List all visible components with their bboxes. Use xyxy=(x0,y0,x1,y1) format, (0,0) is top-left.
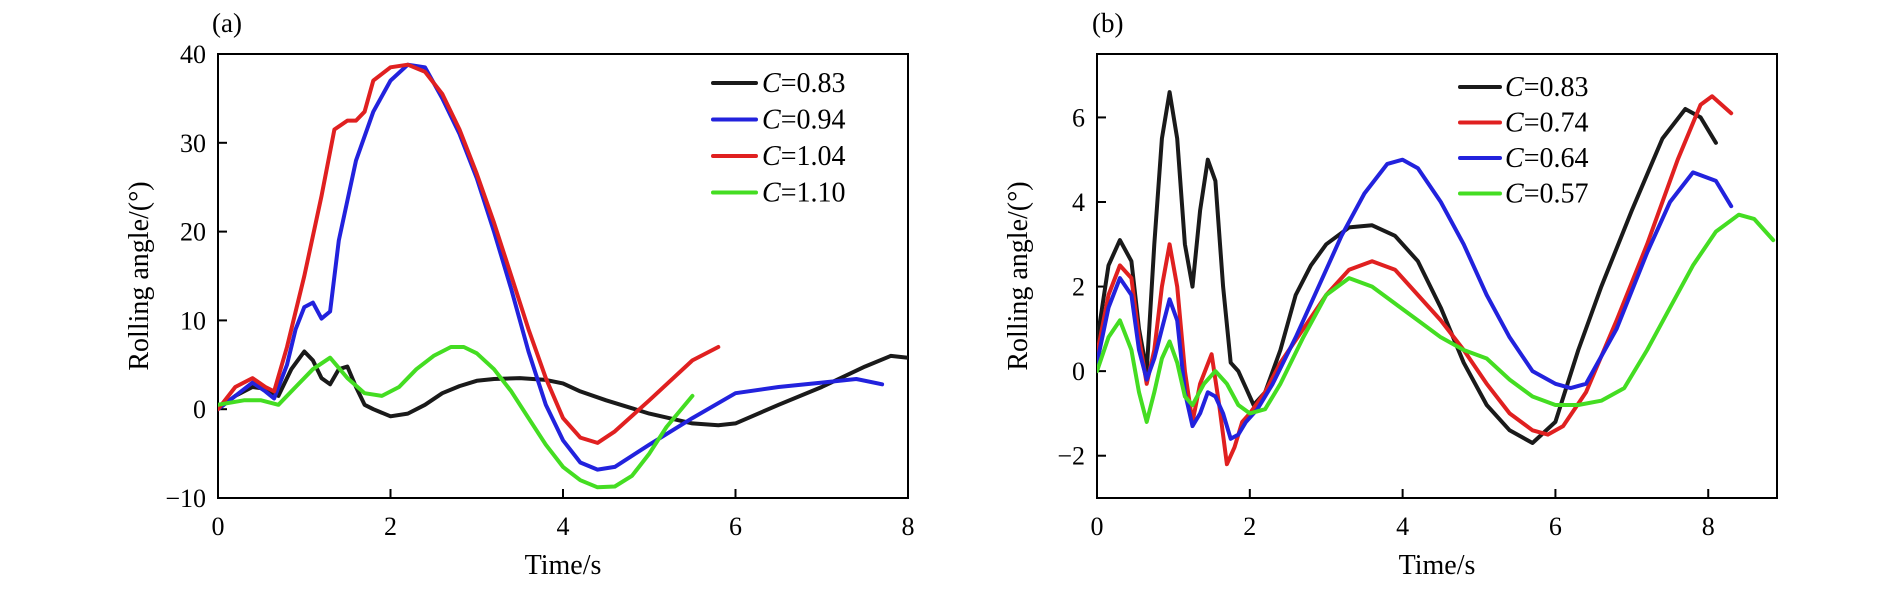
y-tick-label: 20 xyxy=(180,218,206,247)
y-tick-label: 0 xyxy=(193,395,206,424)
legend-label: C=0.64 xyxy=(1505,143,1588,174)
legend-value: =1.10 xyxy=(781,178,846,209)
y-axis-title: Rolling angle/(°) xyxy=(1003,181,1034,370)
x-tick-label: 2 xyxy=(384,512,397,541)
legend-var: C xyxy=(762,105,781,136)
y-tick-label: 10 xyxy=(180,306,206,335)
legend-label: C=0.83 xyxy=(762,68,845,99)
x-tick-label: 8 xyxy=(1702,512,1715,541)
x-tick-label: 6 xyxy=(729,512,742,541)
series-line-2 xyxy=(218,62,721,445)
legend-value: =1.04 xyxy=(781,141,846,172)
legend-var: C xyxy=(1505,143,1524,174)
y-tick-label: 40 xyxy=(180,40,206,69)
legend-label: C=1.10 xyxy=(762,178,845,209)
y-tick-label: −10 xyxy=(165,484,206,513)
legend-var: C xyxy=(1505,72,1524,103)
legend-value: =0.83 xyxy=(781,68,846,99)
legend-var: C xyxy=(762,141,781,172)
legend-value: =0.74 xyxy=(1524,108,1589,139)
y-tick-label: −2 xyxy=(1057,442,1085,471)
series-line-2 xyxy=(1097,157,1734,441)
legend-value: =0.64 xyxy=(1524,143,1589,174)
legend-var: C xyxy=(762,68,781,99)
legend-label: C=0.94 xyxy=(762,105,845,136)
x-tick-label: 0 xyxy=(212,512,225,541)
y-tick-label: 4 xyxy=(1072,188,1085,217)
legend-var: C xyxy=(762,178,781,209)
panel-label: (b) xyxy=(1092,8,1123,38)
series-line-0 xyxy=(218,349,908,428)
legend-value: =0.94 xyxy=(781,105,846,136)
x-tick-label: 8 xyxy=(902,512,915,541)
series-line-3 xyxy=(1097,212,1776,424)
y-tick-label: 6 xyxy=(1072,103,1085,132)
x-tick-label: 4 xyxy=(1396,512,1409,541)
panel-label: (a) xyxy=(212,8,242,38)
legend-var: C xyxy=(1505,179,1524,210)
y-tick-label: 2 xyxy=(1072,273,1085,302)
plot-frame xyxy=(1096,53,1778,499)
x-tick-label: 4 xyxy=(557,512,570,541)
y-axis-title: Rolling angle/(°) xyxy=(124,181,155,370)
legend-label: C=1.04 xyxy=(762,141,845,172)
x-axis-title: Time/s xyxy=(525,550,602,581)
y-tick-label: 30 xyxy=(180,129,206,158)
x-tick-label: 0 xyxy=(1091,512,1104,541)
x-axis-title: Time/s xyxy=(1399,550,1476,581)
legend-label: C=0.57 xyxy=(1505,179,1588,210)
series-line-3 xyxy=(218,345,695,490)
legend-var: C xyxy=(1505,108,1524,139)
legend-value: =0.83 xyxy=(1524,72,1589,103)
legend-label: C=0.83 xyxy=(1505,72,1588,103)
y-tick-label: 0 xyxy=(1072,357,1085,386)
series-line-1 xyxy=(1097,94,1734,467)
legend-label: C=0.74 xyxy=(1505,108,1588,139)
legend-value: =0.57 xyxy=(1524,179,1589,210)
x-tick-label: 6 xyxy=(1549,512,1562,541)
x-tick-label: 2 xyxy=(1243,512,1256,541)
series-line-0 xyxy=(1097,90,1718,445)
